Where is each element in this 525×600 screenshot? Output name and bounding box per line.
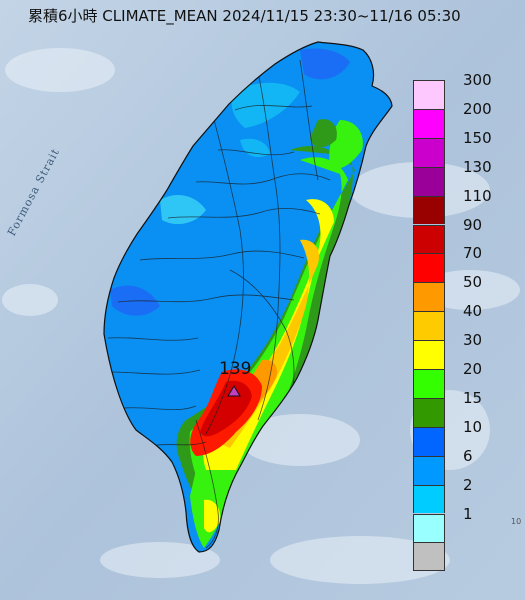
legend-swatch [413,253,445,283]
triangle-icon [227,385,241,397]
legend-item: 40 [413,302,523,341]
max-rainfall-value: 139 [219,359,252,379]
legend-item: 10 [413,418,523,456]
cloud-texture [2,48,520,584]
legend-label: 30 [463,331,483,350]
edge-label: 10 [511,517,522,526]
legend-swatch [413,484,445,514]
legend-item: 2 [413,476,523,514]
legend-item: 50 [413,273,523,312]
legend-swatch [413,195,445,225]
legend-swatch [413,166,445,196]
taiwan-coastline [103,41,393,553]
legend-label: 110 [463,186,492,205]
legend-swatch [413,80,445,109]
legend-swatch [413,542,445,572]
legend-swatch [413,455,445,485]
legend-item: 30 [413,331,523,369]
legend-item: 110 [413,187,523,225]
legend-item: 90 [413,216,523,254]
legend-label: 2 [463,475,473,494]
legend-label: 1 [463,504,473,523]
legend-item: 15 [413,389,523,427]
legend-swatch [413,224,445,254]
legend-swatch [413,369,445,398]
legend-label: 150 [463,128,492,147]
legend-label: 6 [463,446,473,465]
legend-swatch [413,311,445,341]
legend-label: 20 [463,360,483,378]
rainfall-legend: 300 200 150 130 110 90 70 50 40 30 20 15 10 6 2 1 [413,71,523,572]
legend-item: 130 [413,158,523,196]
legend-label: 10 [463,417,483,436]
legend-item: 70 [413,244,523,283]
legend-item: 300 [413,71,523,109]
legend-swatch [413,513,445,543]
legend-swatch [413,397,445,427]
map-title: 累積6小時 CLIMATE_MEAN 2024/11/15 23:30~11/1… [28,7,461,25]
legend-swatch [413,282,445,312]
legend-swatch [413,426,445,456]
legend-swatch [413,108,445,138]
legend-item: 200 [413,100,523,138]
legend-item: 1 [413,505,523,543]
legend-item: 150 [413,129,523,167]
legend-label: 300 [463,71,492,89]
legend-item: 6 [413,447,523,485]
legend-label: 130 [463,157,492,176]
legend-label: 50 [463,273,483,292]
legend-item: 20 [413,360,523,398]
legend-label: 15 [463,388,483,407]
legend-item [413,542,523,572]
legend-swatch [413,340,445,369]
legend-swatch [413,137,445,167]
boundary-lines [107,59,331,549]
legend-label: 70 [463,244,483,263]
legend-label: 200 [463,99,492,118]
legend-label: 90 [463,215,483,234]
legend-label: 40 [463,302,483,321]
